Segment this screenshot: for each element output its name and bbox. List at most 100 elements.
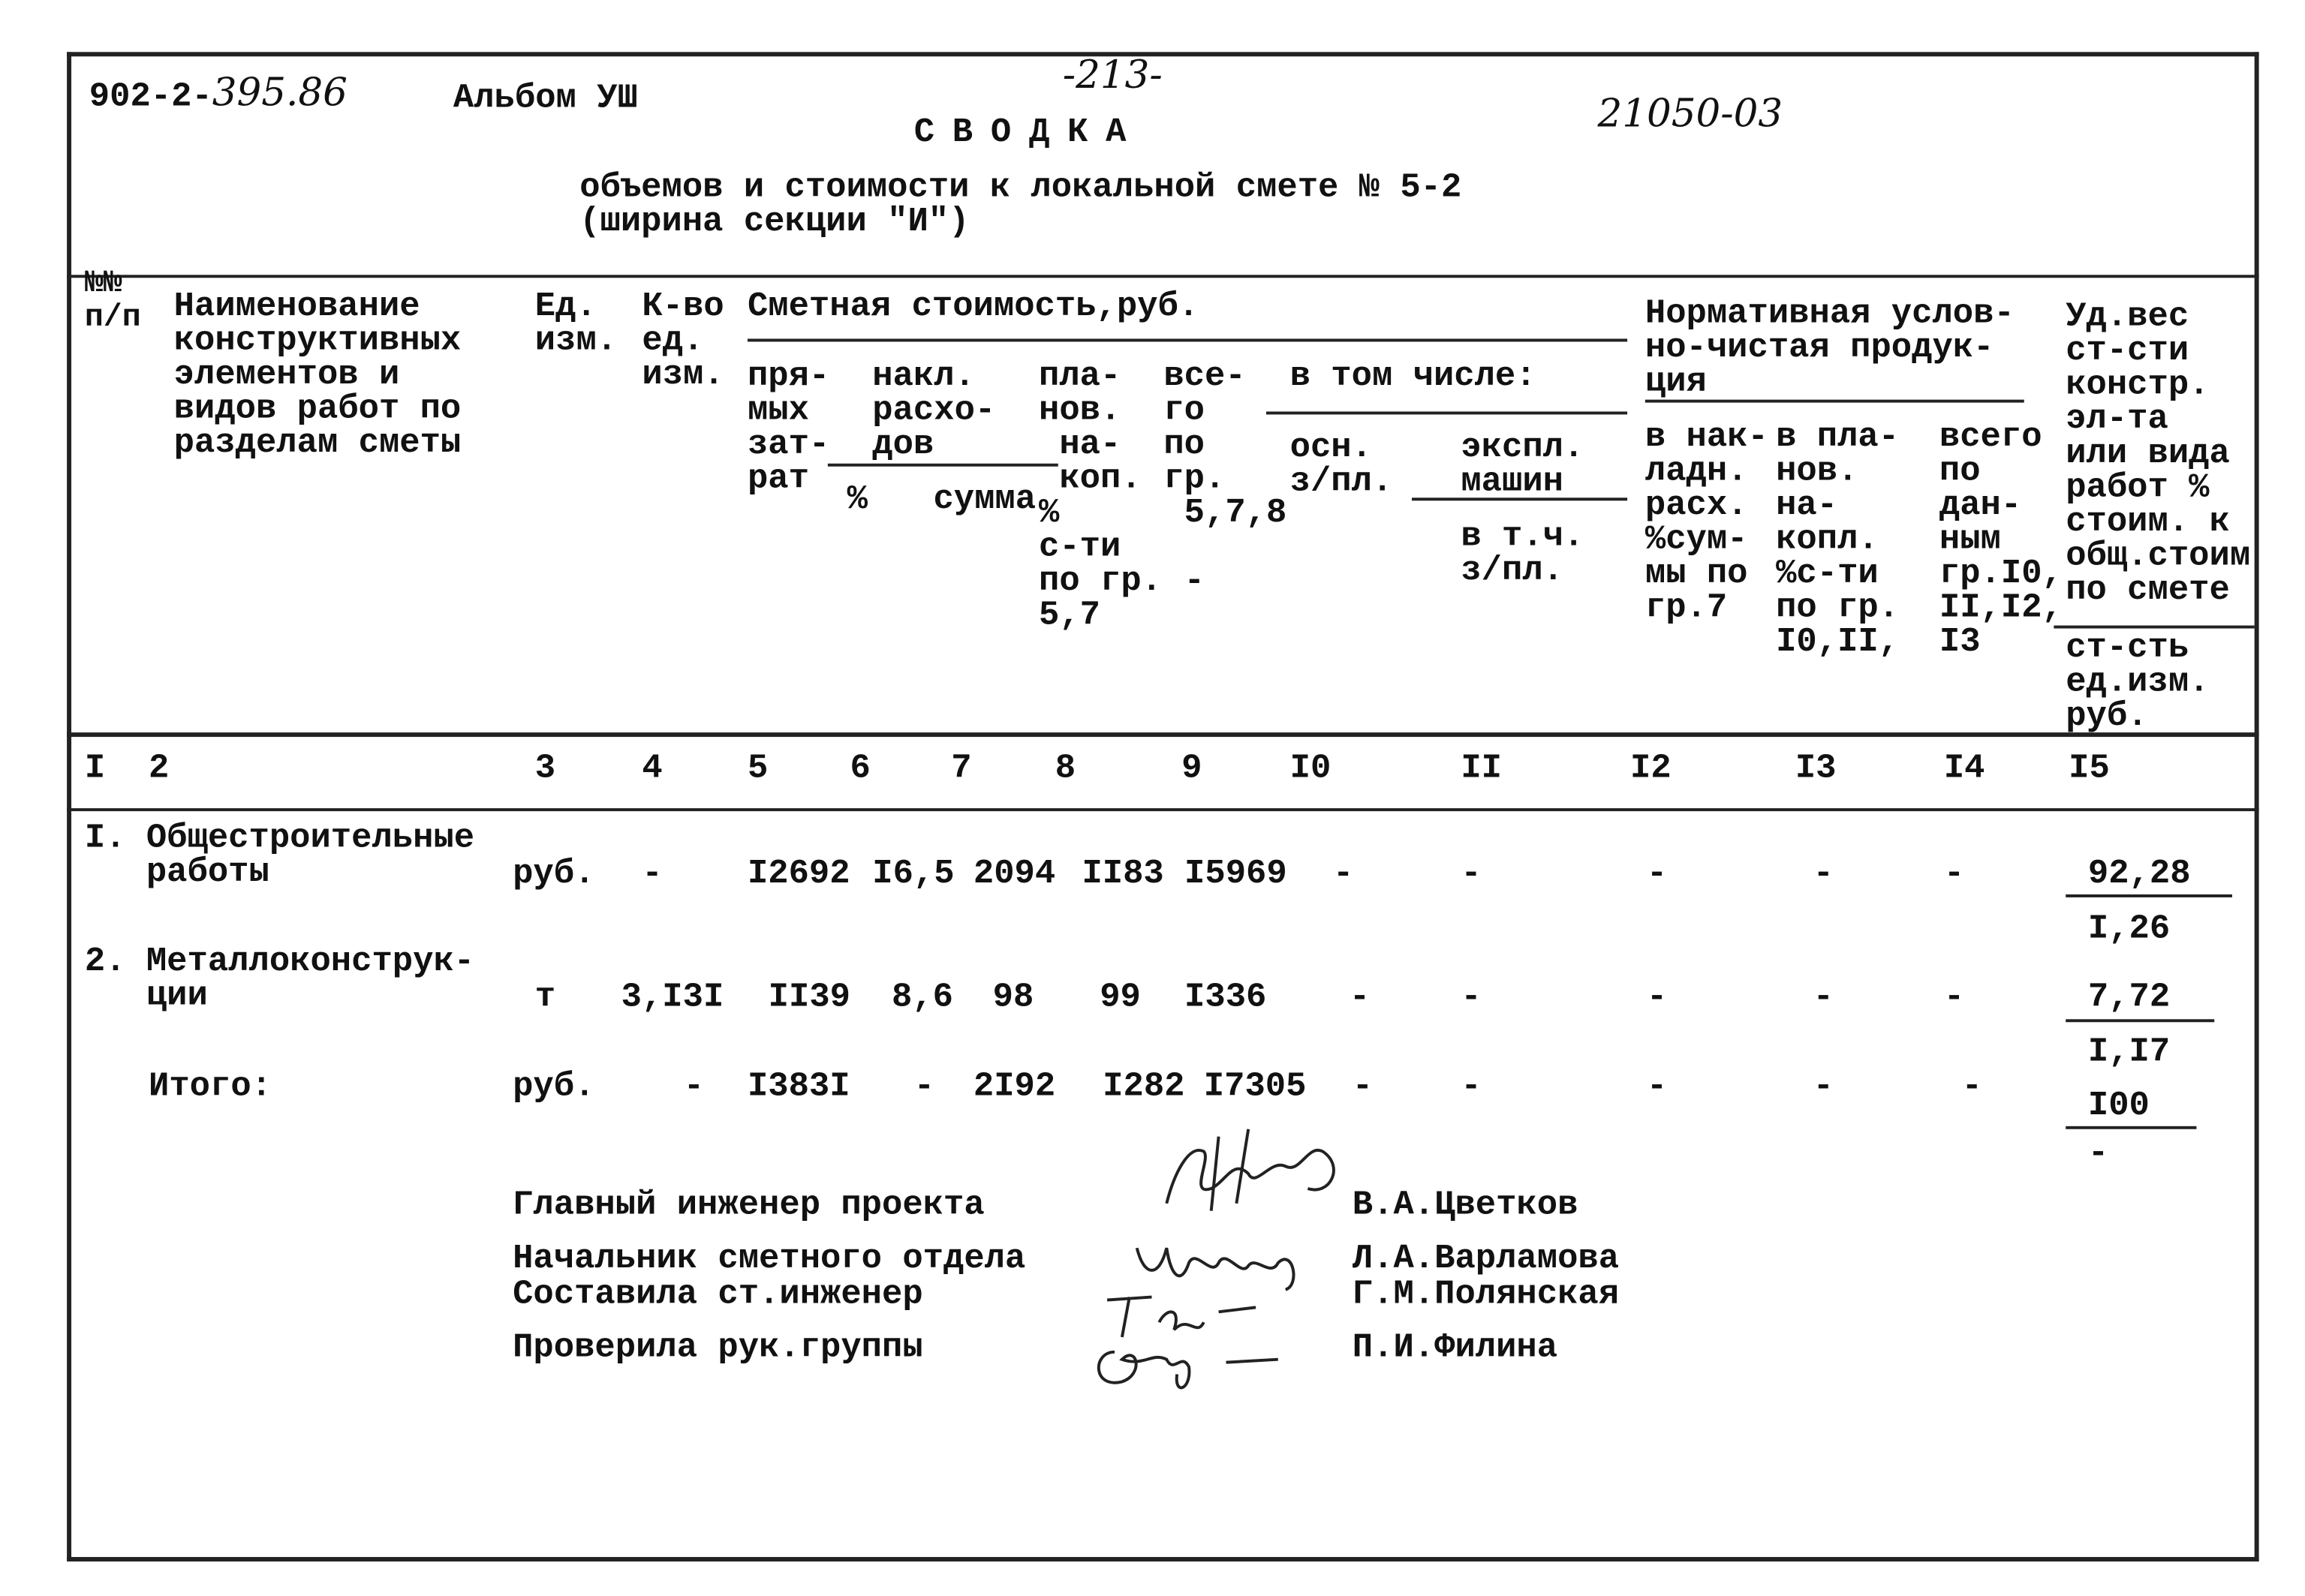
header-machines-wage: в т.ч. з/пл.	[1461, 517, 1584, 591]
normative-underline	[1644, 399, 2024, 403]
document-subtitle-2: (ширина секции "И")	[579, 202, 970, 241]
header-overhead: накл. расхо- дов	[872, 356, 996, 464]
header-overhead-sum: сумма	[933, 479, 1037, 519]
column-number: II	[1461, 748, 1503, 788]
row-c11: -	[1461, 854, 1482, 893]
row-total: I5969	[1184, 854, 1287, 893]
column-number: 4	[642, 748, 663, 788]
header-share: Уд.вес ст-сти констр. эл-та или вида раб…	[2066, 297, 2251, 609]
frame-bottom	[67, 1557, 2259, 1561]
row-overhead-sum: 98	[992, 977, 1034, 1017]
row-planned: II83	[1082, 854, 1164, 893]
header-norm-total: всего по дан- ным гр.I0, II,I2, I3	[1939, 417, 2063, 662]
frame-top	[67, 52, 2259, 57]
row-overhead-pct: I6,5	[872, 854, 955, 893]
table-top-line	[67, 275, 2259, 278]
column-number: 8	[1055, 748, 1076, 788]
row-name: 2. Металлоконструк- ции	[84, 942, 475, 1015]
column-number: I0	[1289, 748, 1332, 788]
header-base-wage: осн. з/пл.	[1289, 428, 1393, 501]
project-code: 902-2-395.86	[89, 74, 348, 116]
signature-role: Составила ст.инженер	[513, 1274, 923, 1314]
header-including: в том числе:	[1289, 356, 1536, 395]
column-numbers-bottom-line	[67, 808, 2259, 812]
row-c14: -	[1943, 977, 1965, 1017]
handwritten-signature-2	[1135, 1247, 1295, 1291]
signature-name: Л.А.Варламова	[1352, 1239, 1620, 1278]
share-underline	[2054, 625, 2255, 629]
signature-role: Начальник сметного отдела	[513, 1239, 1026, 1278]
column-number: I5	[2069, 748, 2110, 788]
header-name: Наименование конструктивных элементов и …	[173, 287, 462, 462]
column-number: 6	[850, 748, 871, 788]
row-name: Итого:	[149, 1066, 272, 1106]
row-c11: -	[1461, 1066, 1482, 1106]
document-title: СВОДКА	[913, 113, 1145, 152]
header-planned: пла- нов. на- коп. % с-ти по гр. 5,7	[1039, 356, 1163, 635]
row-c10: -	[1333, 854, 1354, 893]
project-code-printed: 902-2-	[89, 77, 212, 116]
header-norm-overhead: в нак- ладн. расх. %сум- мы по гр.7	[1644, 417, 1768, 627]
machines-underline	[1412, 497, 1628, 501]
column-number: 9	[1181, 748, 1202, 788]
header-bottom-line	[67, 732, 2259, 738]
row-direct: I383I	[747, 1066, 850, 1106]
row-share: 7,72	[2087, 977, 2171, 1017]
overhead-underline	[827, 463, 1058, 467]
row-name: I. Общестроительные работы	[84, 818, 475, 891]
row-overhead-pct: -	[913, 1066, 935, 1106]
column-number: 7	[951, 748, 972, 788]
signature-name: Г.М.Полянская	[1352, 1274, 1620, 1314]
signature-name: В.А.Цветков	[1352, 1186, 1578, 1225]
header-machines: экспл. машин	[1461, 428, 1584, 501]
header-unit: Ед. изм.	[534, 287, 618, 360]
album-label: Альбом УШ	[453, 78, 638, 118]
header-estimate-title: Сметная стоимость,руб.	[747, 287, 1199, 326]
row-c14: -	[1961, 1066, 1982, 1106]
row-planned: 99	[1100, 977, 1141, 1017]
column-number: I3	[1795, 748, 1837, 788]
row-c13: -	[1813, 1066, 1834, 1106]
row-c14: -	[1943, 854, 1965, 893]
row-total: I7305	[1203, 1066, 1307, 1106]
header-unit-cost: ст-сть ед.изм. руб.	[2066, 628, 2210, 736]
row-c10: -	[1349, 977, 1371, 1017]
page-number: -213-	[1062, 53, 1163, 98]
handwritten-signature-1	[1165, 1129, 1335, 1211]
header-direct: пря- мых зат- рат	[747, 356, 830, 498]
frame-left	[67, 52, 72, 1561]
estimate-underline	[747, 338, 1628, 342]
row-share: 92,28	[2087, 854, 2191, 893]
share-divider	[2066, 1126, 2197, 1129]
row-qty: -	[642, 854, 663, 893]
registration-number: 21050-03	[1597, 92, 1783, 137]
handwritten-signature-3	[1106, 1295, 1256, 1338]
signature-name: П.И.Филина	[1352, 1328, 1558, 1367]
row-overhead-pct: 8,6	[892, 977, 954, 1017]
row-planned: I282	[1103, 1066, 1185, 1106]
row-direct: I2692	[747, 854, 850, 893]
including-underline	[1265, 411, 1628, 415]
row-total: I336	[1184, 977, 1267, 1017]
header-num: №№ п/п	[84, 267, 141, 336]
signature-role: Главный инженер проекта	[513, 1186, 985, 1225]
column-number: I4	[1943, 748, 1985, 788]
row-c13: -	[1813, 977, 1834, 1017]
row-unit-cost: -	[2087, 1133, 2109, 1173]
frame-right	[2254, 52, 2259, 1561]
share-divider	[2066, 894, 2232, 897]
row-unit: руб.	[513, 854, 595, 893]
row-unit: т	[534, 977, 556, 1017]
handwritten-signature-4	[1097, 1350, 1278, 1390]
project-code-handwritten: 395.86	[212, 71, 348, 116]
share-divider	[2066, 1019, 2215, 1023]
row-overhead-sum: 2094	[973, 854, 1056, 893]
header-total: все- го по гр. 5,7,8 -	[1163, 356, 1287, 600]
row-c12: -	[1646, 1066, 1668, 1106]
header-overhead-pct: %	[847, 479, 868, 519]
signature-role: Проверила рук.группы	[513, 1328, 923, 1367]
header-normative: Нормативная услов- но-чистая продук- ция	[1644, 294, 2015, 401]
column-number: I2	[1630, 748, 1672, 788]
row-unit-cost: I,26	[2087, 909, 2171, 948]
document-subtitle-1: объемов и стоимости к локальной смете № …	[579, 167, 1462, 207]
